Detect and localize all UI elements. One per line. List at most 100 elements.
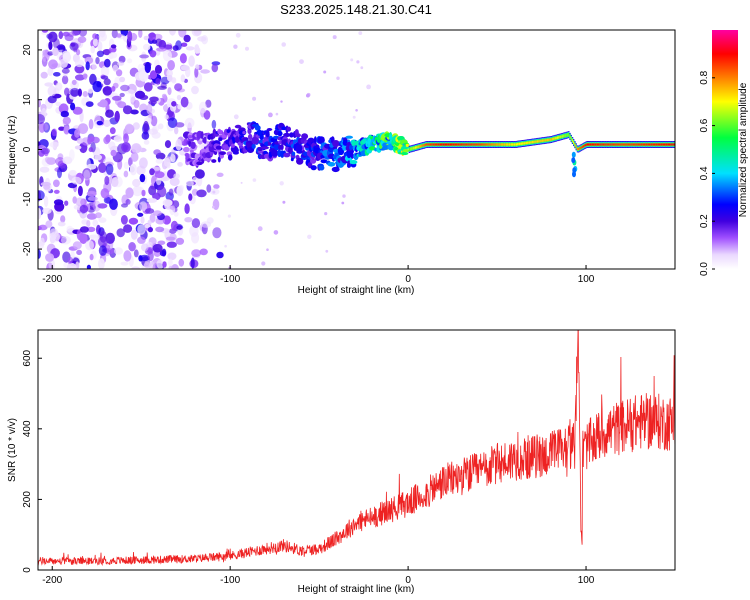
spectrogram-ridge-cell bbox=[484, 143, 486, 146]
spectrogram-noise-blob bbox=[137, 63, 145, 72]
spectrogram-noise-blob bbox=[166, 241, 177, 248]
spectrogram-noise-blob bbox=[336, 76, 340, 80]
spectrogram-ridge-cell bbox=[531, 141, 534, 144]
spectrogram-noise-blob bbox=[169, 177, 180, 186]
spectrogram-noise-blob bbox=[113, 135, 123, 142]
spectrogram-ridge-cell bbox=[310, 165, 317, 171]
spectrogram-ridge-cell bbox=[453, 143, 455, 146]
spectrogram-ridge-cell bbox=[566, 133, 569, 137]
spectrogram-ridge-cell bbox=[572, 167, 577, 174]
spectrogram-noise-blob bbox=[72, 241, 82, 250]
spectrogram-noise-blob bbox=[85, 240, 95, 251]
spectrogram-ridge-cell bbox=[612, 143, 615, 146]
spectrogram-ridge-cell bbox=[601, 143, 604, 146]
spectrogram-noise-blob bbox=[170, 153, 176, 163]
spectrogram-ridge-cell bbox=[462, 143, 464, 146]
spectrogram-ridge-cell bbox=[454, 143, 457, 146]
spectrogram-noise-blob bbox=[273, 230, 279, 235]
spectrogram-noise-blob bbox=[147, 128, 158, 135]
spectrogram-ridge-cell bbox=[248, 133, 253, 141]
spectrogram-noise-blob bbox=[191, 85, 199, 95]
spectrogram-noise-blob bbox=[70, 102, 76, 111]
spectrogram-x-tick-label: 100 bbox=[578, 274, 595, 285]
spectrogram-ridge-cell bbox=[513, 143, 515, 146]
spectrogram-ridge-cell bbox=[509, 143, 511, 146]
spectrogram-noise-blob bbox=[48, 59, 58, 70]
spectrogram-ridge-cell bbox=[227, 154, 233, 161]
colorbar-tick-label: 0.8 bbox=[699, 70, 710, 84]
spectrogram-ridge-cell bbox=[522, 142, 524, 145]
spectrogram-noise-blob bbox=[184, 217, 193, 223]
spectrogram-ridge-cell bbox=[302, 151, 309, 156]
spectrogram-noise-blob bbox=[131, 266, 141, 269]
spectrogram-noise-blob bbox=[190, 257, 195, 269]
spectrogram-ridge-cell bbox=[493, 143, 495, 146]
spectrogram-noise-blob bbox=[42, 51, 47, 62]
spectrogram-noise-blob bbox=[206, 184, 212, 193]
spectrogram-noise-blob bbox=[163, 157, 171, 167]
spectrogram-ridge-cell bbox=[624, 143, 626, 146]
spectrogram-ridge-cell bbox=[310, 158, 317, 164]
spectrogram-noise-blob bbox=[307, 234, 312, 239]
spectrogram-noise-blob bbox=[350, 58, 354, 62]
spectrogram-noise-blob bbox=[38, 241, 44, 250]
spectrogram-noise-blob bbox=[203, 110, 211, 120]
spectrogram-noise-blob bbox=[173, 211, 179, 217]
spectrogram-noise-blob bbox=[227, 214, 231, 218]
spectrogram-ridge-cell bbox=[369, 146, 376, 151]
spectrogram-ridge-cell bbox=[555, 137, 557, 140]
spectrogram-noise-blob bbox=[281, 42, 287, 47]
spectrogram-noise-blob bbox=[130, 109, 139, 115]
spectrogram-y-tick-label: -10 bbox=[22, 192, 33, 207]
spectrogram-ridge-cell bbox=[642, 143, 645, 146]
spectrogram-noise-blob bbox=[74, 59, 85, 68]
spectrogram-ridge-cell bbox=[498, 143, 500, 146]
spectrogram-noise-blob bbox=[164, 140, 172, 149]
spectrogram-ridge-cell bbox=[671, 143, 673, 146]
spectrogram-noise-blob bbox=[188, 55, 195, 67]
spectrogram-ridge-cell bbox=[266, 128, 273, 131]
spectrogram-ridge-cell bbox=[609, 143, 611, 146]
spectrogram-ridge-cell bbox=[431, 143, 433, 146]
colorbar-gradient bbox=[712, 30, 738, 269]
colorbar-ticks: 0.0 0.2 0.4 0.6 0.8 bbox=[699, 70, 715, 276]
spectrogram-noise-blob bbox=[176, 185, 184, 197]
spectrogram-ridge-cell bbox=[402, 149, 410, 153]
spectrogram-noise-blob bbox=[352, 115, 356, 119]
spectrogram-noise-blob bbox=[141, 189, 146, 197]
spectrogram-noise-blob bbox=[86, 158, 91, 169]
spectrogram-noise-blob bbox=[148, 32, 156, 38]
spectrogram-noise-blob bbox=[324, 212, 328, 216]
spectrogram-ridge-cell bbox=[574, 143, 576, 146]
spectrogram-noise-blob bbox=[117, 101, 127, 109]
spectrogram-noise-blob bbox=[92, 80, 102, 93]
spectrogram-ridge-cell bbox=[443, 143, 445, 146]
spectrogram-ridge-cell bbox=[233, 147, 239, 154]
spectrogram-y-label: Frequency (Hz) bbox=[7, 116, 18, 185]
spectrogram-noise-blob bbox=[325, 249, 329, 253]
spectrogram-ridge-cell bbox=[634, 143, 636, 146]
spectrogram-noise-blob bbox=[167, 59, 176, 71]
spectrogram-ridge-cell bbox=[599, 143, 601, 146]
spectrogram-noise-blob bbox=[211, 63, 219, 73]
spectrogram-noise-blob bbox=[162, 199, 173, 207]
spectrogram-ridge-cell bbox=[596, 143, 599, 146]
spectrogram-ridge-cell bbox=[408, 148, 410, 151]
spectrogram-noise-blob bbox=[51, 128, 58, 137]
spectrogram-noise-blob bbox=[366, 84, 371, 90]
spectrogram-noise-blob bbox=[299, 59, 304, 64]
spectrogram-noise-blob bbox=[120, 261, 129, 266]
spectrogram-noise-blob bbox=[133, 249, 139, 258]
spectrogram-noise-blob bbox=[41, 30, 49, 33]
spectrogram-ridge-cell bbox=[423, 144, 425, 147]
spectrogram-ridge-cell bbox=[400, 151, 409, 156]
spectrogram-noise-blob bbox=[173, 173, 180, 179]
spectrogram-ridge-cell bbox=[405, 143, 410, 147]
spectrogram-ridge-cell bbox=[291, 151, 296, 156]
spectrogram-noise-blob bbox=[74, 129, 81, 138]
spectrogram-noise-blob bbox=[53, 189, 60, 194]
spectrogram-ridge-cell bbox=[659, 143, 661, 146]
spectrogram-ridge-cell bbox=[494, 143, 496, 146]
spectrogram-ridge-cell bbox=[436, 143, 438, 146]
spectrogram-ridge-cell bbox=[605, 143, 607, 146]
